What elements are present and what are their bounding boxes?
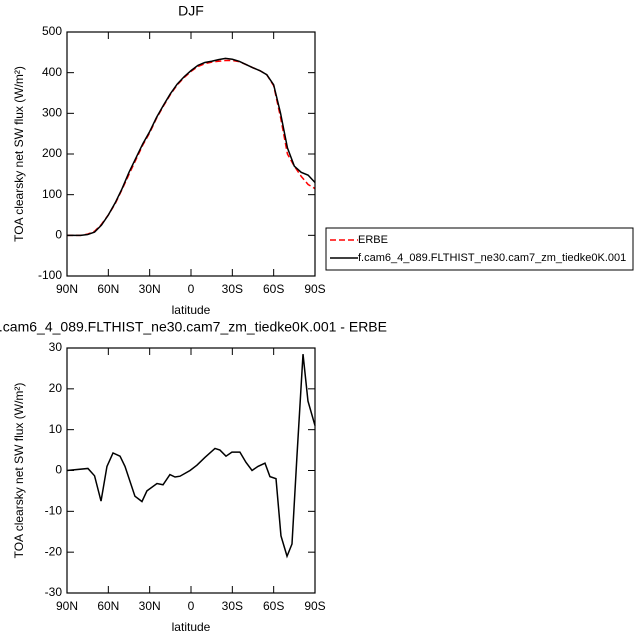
y-tick-label: -30	[45, 585, 63, 599]
y-axis-label: TOA clearsky net SW flux (W/m²)	[12, 383, 26, 559]
legend-label: ERBE	[358, 234, 388, 246]
x-tick-label: 60S	[263, 599, 284, 613]
x-axis-label: latitude	[172, 620, 211, 634]
y-tick-label: 20	[49, 381, 63, 395]
y-tick-label: 500	[42, 24, 62, 38]
y-tick-label: 200	[42, 146, 62, 160]
plot-frame	[66, 347, 316, 594]
x-tick-label: 30N	[139, 599, 161, 613]
y-tick-label: -20	[45, 544, 63, 558]
y-tick-label: 0	[55, 228, 62, 242]
x-tick-label: 90S	[304, 282, 325, 296]
y-axis-label: TOA clearsky net SW flux (W/m²)	[12, 66, 26, 242]
plot-frame	[66, 31, 316, 277]
y-tick-label: 0	[55, 463, 62, 477]
x-axis-label: latitude	[172, 303, 211, 317]
y-tick-label: 10	[49, 422, 63, 436]
legend-label: f.cam6_4_089.FLTHIST_ne30.cam7_zm_tiedke…	[358, 252, 626, 264]
x-tick-label: 60N	[97, 599, 119, 613]
chart-title: DJF	[178, 3, 204, 19]
x-tick-label: 0	[188, 282, 195, 296]
data-line	[67, 57, 316, 237]
y-tick-label: 400	[42, 65, 62, 79]
data-line	[66, 354, 316, 559]
x-tick-label: 60S	[263, 282, 284, 296]
x-tick-label: 0	[188, 599, 195, 613]
chart-title: f.cam6_4_089.FLTHIST_ne30.cam7_zm_tiedke…	[0, 319, 387, 335]
x-tick-label: 30S	[222, 599, 243, 613]
x-tick-label: 90S	[304, 599, 325, 613]
x-tick-label: 90N	[56, 599, 78, 613]
y-tick-label: 100	[42, 187, 62, 201]
x-tick-label: 30N	[139, 282, 161, 296]
x-tick-label: 60N	[97, 282, 119, 296]
data-line	[67, 59, 316, 237]
x-tick-label: 90N	[56, 282, 78, 296]
x-tick-label: 30S	[222, 282, 243, 296]
legend-box	[325, 227, 634, 271]
y-tick-label: 30	[49, 340, 63, 354]
y-tick-label: -100	[38, 268, 62, 282]
y-tick-label: 300	[42, 106, 62, 120]
y-tick-label: -10	[45, 504, 63, 518]
